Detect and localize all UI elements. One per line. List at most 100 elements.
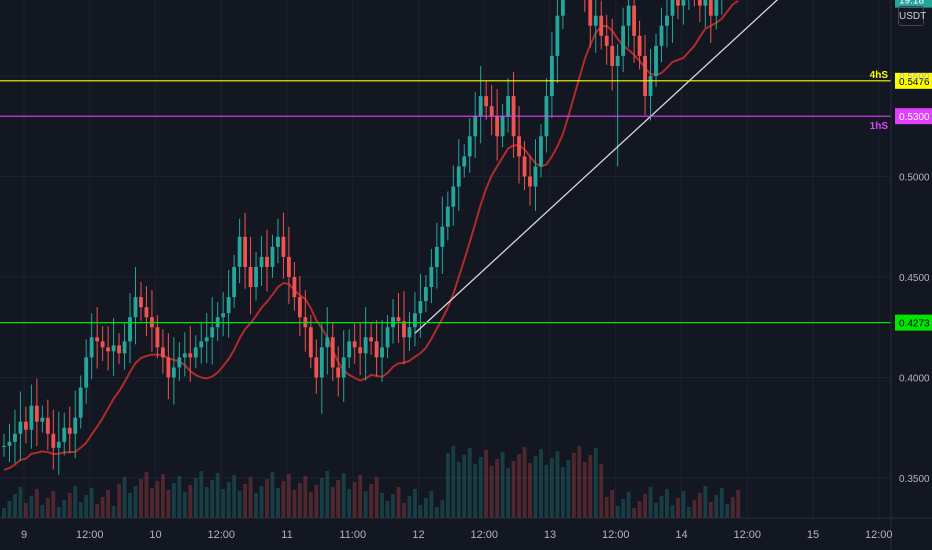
volume-bar [84,495,88,518]
price-level-label: 1hS [870,121,889,132]
x-axis-tick-label: 11 [281,529,292,541]
candle-body [446,207,450,227]
candle-body [621,26,625,56]
volume-bar [616,506,620,518]
candle-body [627,6,631,26]
candle-body [698,0,702,6]
volume-bar [128,493,132,518]
candle-body [440,227,444,247]
volume-bar [703,486,707,518]
candle-body [429,267,433,287]
candle-body [128,317,132,341]
candle-body [599,16,603,36]
volume-bar [24,503,28,518]
candle-body [605,36,609,46]
volume-bar [446,453,450,518]
volume-bar [440,500,444,518]
candle-body [249,267,253,287]
candle-body [649,76,653,96]
candle-body [123,341,127,353]
volume-bar [501,452,505,518]
candle-body [68,428,72,434]
volume-bar [545,465,549,518]
candle-body [660,26,664,46]
volume-bar [309,492,313,518]
volume-bar [166,490,170,518]
candle-body [331,337,335,367]
volume-bar [424,498,428,518]
x-axis-tick-label: 10 [149,529,161,541]
candle-body [539,136,543,166]
volume-bar [51,491,55,518]
volume-bar [249,477,253,518]
volume-bar [172,483,176,518]
candle-body [424,287,428,301]
candle-body [79,388,83,418]
volume-bar [566,460,570,518]
candle-body [495,116,499,136]
volume-bar [183,492,187,518]
candle-body [714,0,718,16]
volume-bar [632,508,636,518]
currency-label[interactable]: USDT [898,6,924,26]
candle-body [260,257,264,267]
candle-body [84,357,88,387]
candle-body [451,187,455,207]
candle-body [46,418,50,434]
volume-bar [429,491,433,518]
candle-body [369,337,373,341]
volume-bar [342,473,346,518]
volume-bar [347,489,351,518]
volume-bar [676,498,680,518]
candle-body [238,237,242,267]
volume-bar [353,482,357,518]
volume-bar [413,489,417,518]
candle-body [57,442,61,448]
candle-body [418,301,422,313]
candle-body [161,347,165,357]
volume-bar [161,474,165,518]
volume-bar [512,461,516,518]
candle-body [709,0,713,16]
volume-bar [79,502,83,518]
volume-bar [298,483,302,518]
candle-body [676,0,680,6]
candle-body [555,16,559,56]
y-axis-tick-label: 0.5500 [899,72,930,83]
volume-bar [276,488,280,518]
y-axis-tick-label: 0.4500 [899,273,930,284]
candle-body [227,297,231,313]
candle-body [408,327,412,337]
candle-body [534,166,538,186]
volume-bar [380,493,384,518]
x-axis-tick-label: 14 [675,529,687,541]
x-axis-tick-label: 12:00 [207,529,235,541]
volume-bar [336,480,340,518]
volume-bar [731,497,735,518]
volume-bar [495,459,499,518]
candle-body [654,46,658,76]
candle-body [292,277,296,297]
candle-body [221,313,225,317]
volume-bar [8,501,12,518]
volume-bar [216,473,220,518]
candle-body [309,327,313,357]
volume-bar [364,491,368,518]
candle-body [506,96,510,116]
volume-bar [210,480,214,518]
volume-bar [714,495,718,518]
candle-body [490,106,494,116]
candle-body [375,341,379,357]
candle-body [457,166,461,186]
candle-body [95,337,99,341]
volume-bar [621,499,625,518]
volume-bar [523,447,527,518]
candle-body [528,177,532,187]
candle-body [336,367,340,377]
candle-body [73,418,77,434]
volume-bar [490,466,494,518]
candle-body [172,367,176,377]
candle-body [402,321,406,337]
volume-bar [227,482,231,518]
